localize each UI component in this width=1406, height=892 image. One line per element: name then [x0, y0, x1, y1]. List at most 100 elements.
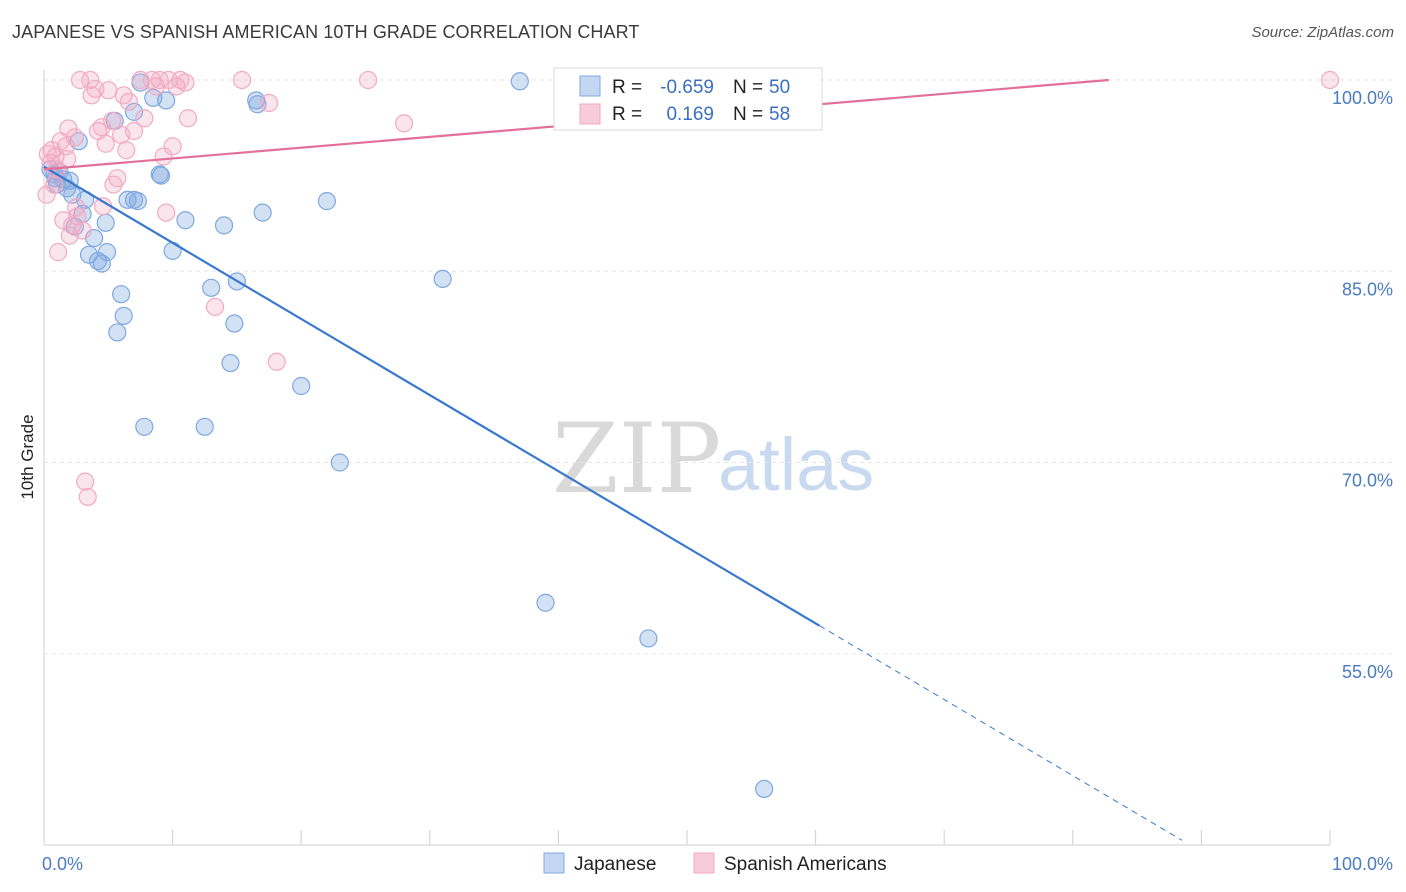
x-tick-label-1: 100.0%	[1332, 854, 1393, 874]
legend-n-value-spanish: 58	[769, 104, 790, 125]
point-japanese-47	[433, 269, 452, 288]
point-japanese-42	[248, 95, 267, 114]
point-japanese-26	[128, 192, 147, 211]
chart-source: Source: ZipAtlas.com	[1251, 24, 1394, 41]
point-japanese-22	[114, 306, 133, 325]
data-points	[37, 70, 1340, 799]
chart-title: JAPANESE VS SPANISH AMERICAN 10TH GRADE …	[12, 22, 640, 42]
point-spanish-19	[81, 70, 100, 90]
bottom-legend-label-japanese: Japanese	[574, 854, 656, 875]
point-spanish-52	[67, 198, 86, 217]
point-japanese-50	[639, 629, 658, 648]
y-tick-labels: 100.0% 85.0% 70.0% 55.0%	[1332, 88, 1393, 682]
point-japanese-13	[79, 245, 99, 264]
bottom-legend-label-spanish: Spanish Americans	[724, 854, 887, 875]
legend-n-value-japanese: 50	[769, 77, 790, 98]
point-spanish-6	[49, 243, 68, 262]
legend-r-value-spanish: 0.169	[666, 104, 714, 125]
legend-n-label-spanish: N =	[733, 104, 763, 125]
point-spanish-54	[46, 147, 65, 166]
y-tick-label-0: 100.0%	[1332, 88, 1393, 108]
y-tick-label-1: 85.0%	[1342, 279, 1393, 299]
point-japanese-36	[202, 278, 221, 297]
point-japanese-44	[292, 376, 311, 396]
bottom-legend-swatch-spanish	[693, 852, 715, 874]
x-axis-ticks	[43, 830, 1331, 845]
point-japanese-33	[163, 241, 182, 260]
point-spanish-46	[205, 297, 225, 317]
point-spanish-45	[178, 109, 198, 128]
point-spanish-0	[37, 185, 56, 204]
point-japanese-17	[96, 213, 115, 232]
legend-n-label-japanese: N =	[733, 77, 763, 98]
point-japanese-49	[536, 593, 555, 612]
point-spanish-48	[259, 93, 279, 113]
point-spanish-32	[124, 121, 144, 141]
legend-r-value-japanese: -0.659	[660, 77, 714, 98]
point-japanese-51	[755, 779, 774, 799]
point-japanese-21	[112, 285, 131, 304]
point-japanese-30	[150, 165, 169, 184]
point-spanish-34	[135, 109, 154, 128]
point-spanish-17	[76, 472, 95, 491]
point-japanese-43	[253, 203, 272, 222]
legend-swatch-japanese	[579, 75, 601, 97]
correlation-legend: R = -0.659 N = 50 R = 0.169 N = 58	[553, 67, 823, 131]
legend-r-label-japanese: R =	[612, 77, 642, 98]
point-spanish-49	[267, 352, 286, 371]
point-spanish-44	[176, 73, 195, 92]
point-spanish-24	[96, 134, 115, 153]
point-spanish-25	[99, 81, 118, 100]
point-spanish-39	[157, 203, 176, 222]
point-japanese-39	[225, 314, 244, 333]
point-japanese-24	[124, 102, 144, 121]
point-spanish-18	[78, 487, 97, 507]
point-spanish-53	[104, 175, 123, 194]
point-japanese-45	[317, 192, 337, 211]
x-tick-label-0: 0.0%	[42, 854, 83, 874]
point-japanese-35	[195, 417, 214, 436]
gridlines	[44, 79, 1392, 655]
legend-swatch-spanish	[579, 103, 601, 125]
point-japanese-46	[330, 453, 349, 472]
point-japanese-18	[97, 243, 117, 262]
point-spanish-47	[232, 70, 252, 90]
point-spanish-10	[59, 119, 78, 138]
point-japanese-28	[135, 417, 154, 436]
trend-line-japanese	[43, 165, 821, 627]
point-spanish-57	[58, 149, 77, 169]
y-axis-label: 10th Grade	[18, 414, 37, 499]
point-spanish-12	[63, 216, 82, 235]
trend-line-japanese-extension	[819, 625, 1183, 841]
point-japanese-31	[151, 166, 171, 185]
point-japanese-34	[176, 211, 195, 230]
point-spanish-38	[154, 147, 173, 166]
point-japanese-32	[157, 91, 176, 110]
point-japanese-37	[214, 216, 234, 235]
point-spanish-50	[358, 70, 378, 90]
point-japanese-20	[108, 323, 127, 342]
point-spanish-51	[394, 114, 414, 133]
x-tick-labels: 0.0% 100.0%	[42, 854, 1393, 874]
bottom-legend-swatch-japanese	[543, 852, 565, 874]
point-spanish-8	[54, 211, 73, 230]
watermark-atlas: atlas	[718, 423, 874, 506]
point-spanish-4	[45, 175, 64, 194]
point-spanish-43	[171, 70, 190, 90]
point-spanish-31	[119, 92, 138, 111]
point-spanish-26	[103, 111, 122, 130]
watermark-zip: ZIP	[552, 403, 721, 515]
point-spanish-21	[86, 79, 105, 99]
point-spanish-41	[163, 137, 182, 156]
point-japanese-48	[510, 72, 529, 91]
legend-r-label-spanish: R =	[612, 104, 642, 125]
y-tick-label-3: 55.0%	[1342, 662, 1393, 682]
point-spanish-15	[70, 70, 90, 90]
point-spanish-13	[65, 128, 84, 147]
point-spanish-55	[1320, 70, 1340, 90]
point-spanish-16	[73, 221, 92, 240]
point-spanish-30	[117, 141, 136, 160]
y-tick-label-2: 70.0%	[1342, 471, 1393, 491]
series-legend: Japanese Spanish Americans	[543, 852, 887, 875]
